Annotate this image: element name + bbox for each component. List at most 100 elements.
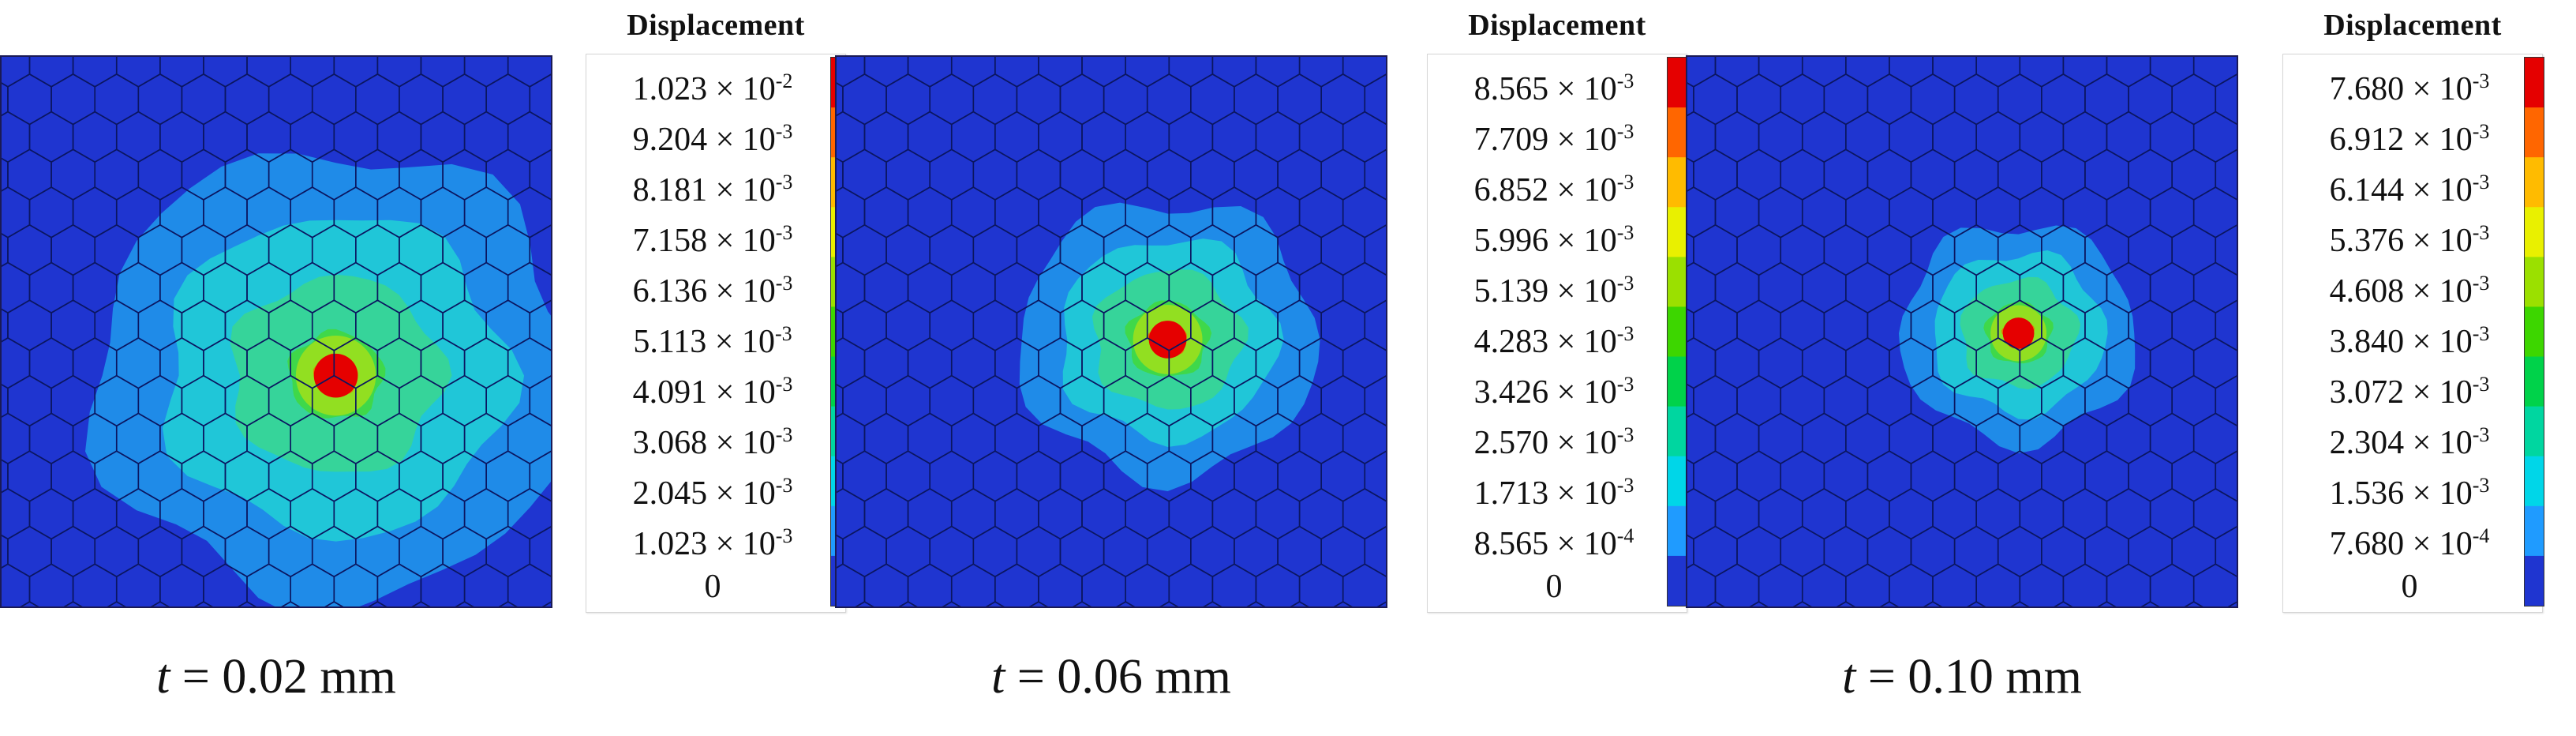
panel-t-0-06: Displacement 8.565 × 10-3 7.709 × 10-3 6.8… bbox=[835, 0, 1687, 736]
caption-value: = 0.02 mm bbox=[170, 650, 396, 704]
legend-value: 4.283 × 10-3 bbox=[1473, 322, 1634, 360]
legend-value: 6.912 × 10-3 bbox=[2329, 120, 2490, 158]
mesh-cell bbox=[1333, 601, 1353, 606]
mesh-cell bbox=[1836, 601, 1855, 606]
caption-variable: t bbox=[991, 650, 1005, 704]
caption-value: = 0.06 mm bbox=[1005, 650, 1231, 704]
legend-value: 5.113 × 10-3 bbox=[633, 322, 792, 360]
displacement-contour-plot bbox=[0, 55, 552, 608]
legend-color-bar-svg bbox=[2525, 58, 2544, 606]
legend-value: 7.158 × 10-3 bbox=[632, 221, 793, 259]
legend-value: 9.204 × 10-3 bbox=[632, 120, 793, 158]
legend-value: 7.680 × 10-3 bbox=[2329, 69, 2490, 107]
hexagonal-mesh bbox=[837, 57, 1386, 606]
mesh-cell bbox=[1029, 601, 1048, 606]
mesh-cell bbox=[1749, 601, 1769, 606]
legend-color-swatch bbox=[1668, 505, 1687, 557]
legend-value: 8.565 × 10-4 bbox=[1473, 524, 1634, 562]
legend: 8.565 × 10-3 7.709 × 10-3 6.852 × 10-3 5.99… bbox=[1427, 54, 1687, 613]
contour-svg bbox=[2, 57, 551, 606]
mesh-cell bbox=[324, 601, 344, 606]
legend-color-swatch bbox=[1668, 257, 1687, 307]
legend-title: Displacement bbox=[2323, 9, 2502, 42]
mesh-cell bbox=[985, 601, 1005, 606]
mesh-cell bbox=[107, 601, 126, 606]
legend-labels: 1.023 × 10-2 9.204 × 10-3 8.181 × 10-3 7.15… bbox=[594, 54, 831, 614]
mesh-cell bbox=[1792, 601, 1812, 606]
mesh-cell bbox=[2054, 601, 2073, 606]
legend-color-swatch bbox=[1668, 157, 1687, 208]
legend-value: 2.304 × 10-3 bbox=[2329, 423, 2490, 461]
mesh-cell bbox=[1967, 601, 1986, 606]
contour-svg bbox=[1687, 57, 2237, 606]
legend-value: 8.181 × 10-3 bbox=[632, 171, 793, 208]
mesh-cell bbox=[2184, 601, 2203, 606]
legend-color-swatch bbox=[1668, 107, 1687, 158]
legend-color-swatch bbox=[2525, 555, 2544, 606]
mesh-cell bbox=[498, 601, 518, 606]
legend: 7.680 × 10-3 6.912 × 10-3 6.144 × 10-3 5.37… bbox=[2282, 54, 2543, 613]
legend-value: 0 bbox=[2401, 569, 2418, 605]
mesh-cell bbox=[2097, 601, 2117, 606]
mesh-cell bbox=[1246, 601, 1266, 606]
legend-color-swatch bbox=[2525, 356, 2544, 407]
legend-color-swatch bbox=[1668, 356, 1687, 407]
legend-color-swatch bbox=[2525, 406, 2544, 457]
mesh-cell bbox=[1073, 601, 1091, 606]
legend-color-swatch bbox=[2525, 58, 2544, 108]
displacement-contour-plot bbox=[835, 55, 1387, 608]
legend-color-swatch bbox=[2525, 157, 2544, 208]
legend-color-swatch bbox=[2525, 505, 2544, 557]
mesh-cell bbox=[238, 601, 256, 606]
legend-title: Displacement bbox=[627, 9, 805, 42]
legend-value: 6.144 × 10-3 bbox=[2329, 171, 2490, 208]
mesh-cell bbox=[194, 601, 213, 606]
legend-color-swatch bbox=[1668, 306, 1687, 358]
mesh-cell bbox=[1290, 601, 1309, 606]
legend-color-swatch bbox=[1668, 207, 1687, 257]
legend-color-swatch bbox=[1668, 555, 1687, 606]
legend-value: 1.023 × 10-3 bbox=[632, 524, 793, 562]
displacement-contour-plot bbox=[1686, 55, 2238, 608]
mesh-cell bbox=[150, 601, 170, 606]
legend-color-swatch bbox=[1668, 406, 1687, 457]
hexagonal-mesh bbox=[2, 57, 551, 606]
mesh-cell bbox=[1923, 601, 1942, 606]
legend-labels: 8.565 × 10-3 7.709 × 10-3 6.852 × 10-3 5.99… bbox=[1436, 54, 1672, 614]
panel-t-0-10: Displacement 7.680 × 10-3 6.912 × 10-3 6.1… bbox=[1686, 0, 2544, 736]
peak-displacement bbox=[1148, 321, 1187, 359]
peak-displacement bbox=[313, 353, 358, 398]
mesh-cell bbox=[855, 601, 874, 606]
legend-color-bar bbox=[1667, 57, 1687, 606]
legend-value: 8.565 × 10-3 bbox=[1473, 69, 1634, 107]
thickness-caption: t = 0.06 mm bbox=[835, 649, 1387, 705]
mesh-cell bbox=[368, 601, 388, 606]
legend-value: 6.852 × 10-3 bbox=[1473, 171, 1634, 208]
legend-color-swatch bbox=[2525, 257, 2544, 307]
legend-value: 5.139 × 10-3 bbox=[1473, 272, 1634, 310]
hexagonal-mesh bbox=[1687, 57, 2237, 606]
mesh-cell bbox=[20, 601, 39, 606]
legend-value: 2.570 × 10-3 bbox=[1473, 423, 1634, 461]
mesh-cell bbox=[1203, 601, 1222, 606]
caption-variable: t bbox=[156, 650, 170, 704]
legend-value: 4.608 × 10-3 bbox=[2329, 272, 2490, 310]
legend-color-swatch bbox=[2525, 107, 2544, 158]
legend-value: 4.091 × 10-3 bbox=[632, 373, 793, 411]
mesh-cell bbox=[1880, 601, 1899, 606]
legend-value: 3.840 × 10-3 bbox=[2329, 322, 2490, 360]
legend-value: 1.536 × 10-3 bbox=[2329, 474, 2490, 512]
legend-title: Displacement bbox=[1468, 9, 1646, 42]
legend-value: 3.068 × 10-3 bbox=[632, 423, 793, 461]
legend-value: 3.426 × 10-3 bbox=[1473, 373, 1634, 411]
mesh-cell bbox=[1159, 601, 1179, 606]
mesh-cell bbox=[2010, 601, 2030, 606]
mesh-cell bbox=[1116, 601, 1136, 606]
peak-displacement bbox=[2002, 317, 2035, 349]
legend-value: 5.996 × 10-3 bbox=[1473, 221, 1634, 259]
mesh-cell bbox=[63, 601, 83, 606]
legend-color-bar-svg bbox=[1668, 58, 1687, 606]
panel-t-0-02: Displacement 1.023 × 10-2 9.204 × 10-3 8.1… bbox=[0, 0, 852, 736]
legend-value: 6.136 × 10-3 bbox=[632, 272, 793, 310]
legend-value: 5.376 × 10-3 bbox=[2329, 221, 2490, 259]
